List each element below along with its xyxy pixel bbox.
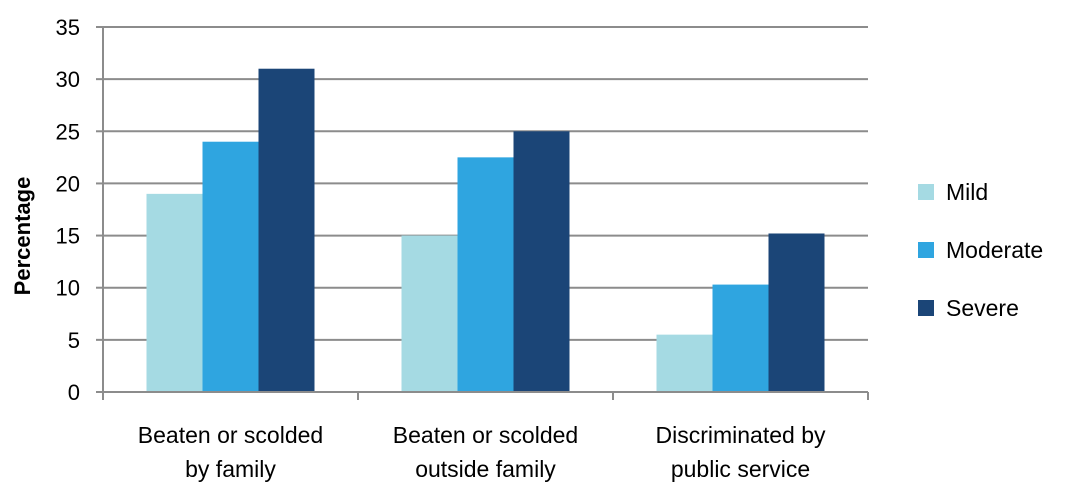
legend-label: Mild	[946, 179, 988, 205]
x-category-label: Discriminated by	[656, 422, 826, 448]
legend: Mild Moderate Severe	[918, 179, 1043, 321]
bar-moderate	[202, 141, 259, 392]
y-tick-label: 20	[56, 171, 80, 196]
bar-severe	[768, 233, 825, 392]
legend-swatch-moderate	[918, 242, 934, 258]
x-category-label: Beaten or scolded	[138, 422, 323, 448]
legend-label: Severe	[946, 295, 1019, 321]
bar-moderate	[457, 157, 514, 392]
y-tick-label: 15	[56, 224, 80, 249]
x-category-label: by family	[185, 456, 276, 482]
axes	[96, 26, 869, 400]
x-category-label: Beaten or scolded	[393, 422, 578, 448]
bar-severe	[513, 131, 570, 393]
y-axis-title: Percentage	[10, 177, 35, 296]
y-tick-labels: 0 5 10 15 20 25 30 35	[56, 15, 80, 405]
legend-swatch-severe	[918, 300, 934, 316]
bar-severe	[258, 68, 315, 392]
bar-mild	[401, 235, 458, 392]
bars	[146, 68, 825, 393]
x-category-labels: Beaten or scolded by family Beaten or scol…	[138, 422, 826, 482]
y-tick-label: 25	[56, 119, 80, 144]
bar-mild	[656, 334, 713, 392]
x-category-label: outside family	[415, 456, 556, 482]
legend-swatch-mild	[918, 184, 934, 200]
bar-mild	[146, 193, 203, 392]
y-tick-label: 30	[56, 67, 80, 92]
y-tick-label: 10	[56, 276, 80, 301]
bar-moderate	[712, 284, 769, 392]
legend-label: Moderate	[946, 237, 1043, 263]
y-tick-label: 0	[68, 380, 80, 405]
y-tick-label: 35	[56, 15, 80, 40]
y-tick-label: 5	[68, 328, 80, 353]
x-category-label: public service	[671, 456, 810, 482]
